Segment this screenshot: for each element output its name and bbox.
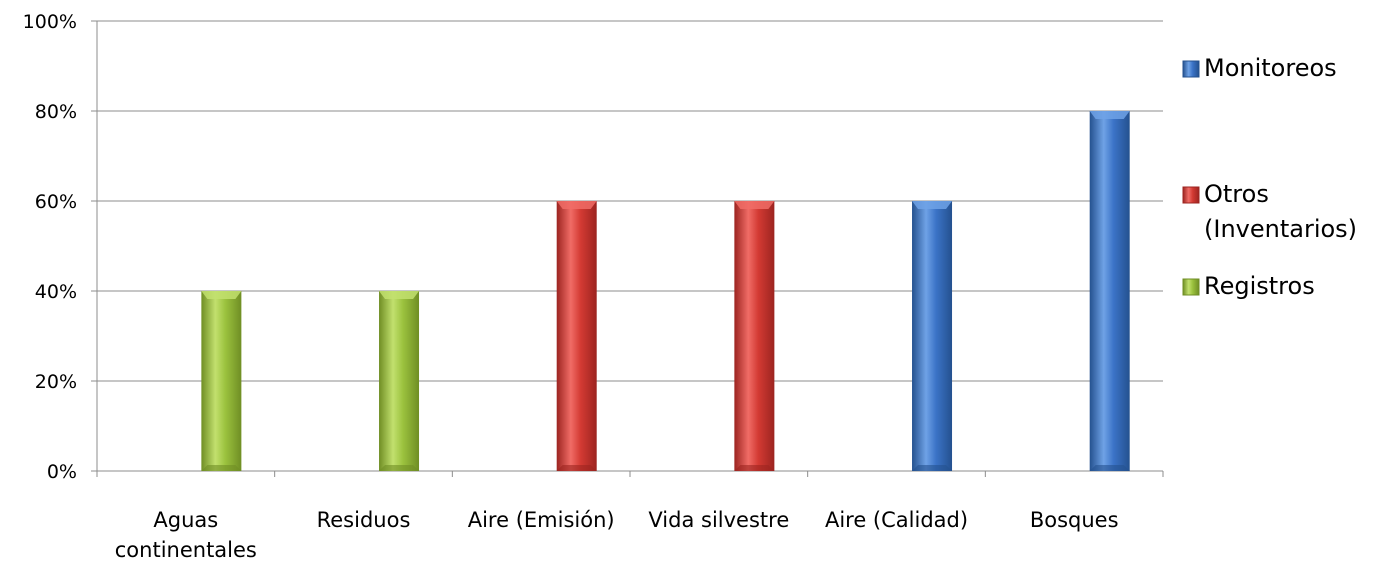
bar-aire-emisi-n- bbox=[556, 201, 597, 471]
bar-vida-silvestre bbox=[734, 201, 775, 471]
legend-item-registros: Registros bbox=[1182, 272, 1315, 300]
gridlines bbox=[97, 20, 1163, 472]
y-tick-label: 60% bbox=[35, 191, 77, 213]
x-tick-label: Vida silvestre bbox=[648, 508, 789, 532]
legend-label: Otros (Inventarios) bbox=[1204, 180, 1357, 243]
x-tick-label: Bosques bbox=[1030, 508, 1119, 532]
y-tick-label: 100% bbox=[23, 11, 77, 33]
legend-swatch bbox=[1182, 186, 1200, 204]
bar-residuos bbox=[379, 291, 420, 471]
y-tick-label: 20% bbox=[35, 371, 77, 393]
y-tick-label: 80% bbox=[35, 101, 77, 123]
x-tick-label: Residuos bbox=[317, 508, 411, 532]
axes bbox=[91, 20, 1164, 477]
legend: Monitoreos Otros (Inventarios) Registros bbox=[1182, 54, 1357, 300]
legend-swatch bbox=[1182, 278, 1200, 296]
legend-swatch bbox=[1182, 60, 1200, 78]
y-tick-label: 0% bbox=[47, 461, 77, 483]
x-tick-label: Aire (Emisión) bbox=[468, 508, 615, 532]
legend-item-otros-inventarios-: Otros (Inventarios) bbox=[1182, 180, 1357, 243]
x-tick-label: Aire (Calidad) bbox=[825, 508, 968, 532]
bar-aguas-continentales bbox=[201, 291, 242, 471]
bars bbox=[201, 111, 1130, 471]
y-tick-label: 40% bbox=[35, 281, 77, 303]
bar-bosques bbox=[1089, 111, 1130, 471]
legend-label: Registros bbox=[1204, 272, 1315, 300]
legend-label: Monitoreos bbox=[1204, 54, 1337, 82]
y-tick-labels: 0% 20% 40% 60% 80% 100% bbox=[23, 11, 77, 483]
x-tick-labels: Aguas continentales Residuos Aire (Emisión)… bbox=[115, 508, 1119, 562]
bar-aire-calidad- bbox=[912, 201, 953, 471]
x-tick-label: Aguas continentales bbox=[115, 508, 257, 562]
legend-item-monitoreos: Monitoreos bbox=[1182, 54, 1337, 82]
